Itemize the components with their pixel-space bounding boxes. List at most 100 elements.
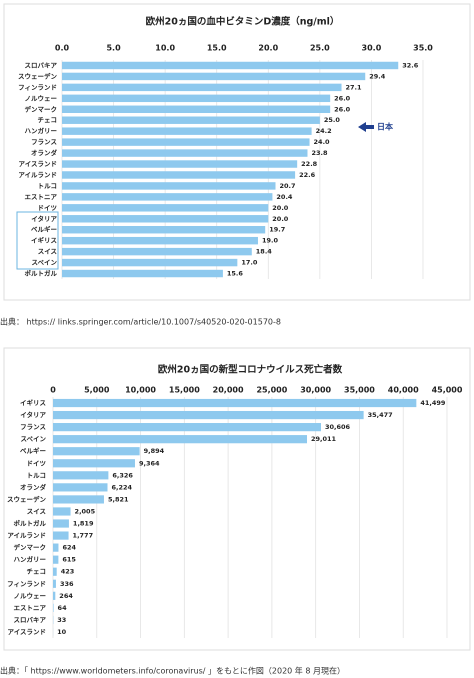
category-label: エストニア [14, 604, 47, 612]
bar [62, 94, 331, 103]
category-label: スペイン [31, 259, 57, 267]
category-label: イタリア [31, 214, 57, 223]
category-label: デンマーク [25, 104, 58, 113]
value-label: 15.6 [227, 270, 244, 278]
category-label: スイス [38, 248, 57, 256]
bar [62, 105, 331, 113]
category-label: ハンガリー [25, 126, 58, 135]
value-label: 29.4 [369, 72, 386, 80]
value-label: 18.4 [256, 248, 273, 256]
category-label: フィンランド [18, 83, 57, 91]
x-tick-label: 30,000 [300, 386, 331, 395]
x-tick-label: 0.0 [55, 44, 70, 53]
value-label: 2,005 [75, 507, 96, 515]
x-tick-label: 5.0 [106, 44, 121, 53]
bar [53, 410, 364, 420]
highlight-box [16, 211, 59, 270]
bar [62, 236, 258, 245]
value-label: 423 [61, 568, 75, 576]
value-label: 22.6 [299, 171, 316, 179]
category-label: ハンガリー [14, 555, 47, 564]
category-label: ベルギー [31, 225, 57, 234]
bar [53, 435, 308, 444]
bar [62, 72, 366, 81]
bar [62, 226, 266, 234]
value-label: 9,364 [139, 459, 160, 467]
category-label: スペイン [20, 435, 46, 443]
x-tick-label: 35,000 [344, 386, 375, 395]
bar [62, 215, 269, 223]
category-label: ドイツ [38, 204, 58, 212]
value-label: 30,606 [325, 423, 351, 431]
category-label: エストニア [25, 193, 58, 201]
x-tick-label: 45,000 [432, 386, 463, 395]
value-label: 17.0 [241, 259, 258, 267]
source-note: 出典： https:// links.springer.com/article/… [0, 317, 281, 327]
category-label: ドイツ [27, 459, 47, 467]
annotation: 日本 [377, 122, 393, 132]
category-label: ベルギー [20, 446, 46, 455]
category-label: イギリス [31, 236, 57, 245]
value-label: 19.7 [269, 226, 285, 234]
bar [53, 447, 140, 456]
bar [53, 471, 109, 480]
value-label: 26.0 [334, 105, 351, 113]
value-label: 33 [57, 616, 66, 624]
value-label: 23.8 [311, 149, 328, 157]
value-label: 615 [62, 556, 76, 564]
value-label: 29,011 [311, 435, 337, 443]
x-tick-label: 20.0 [258, 44, 278, 53]
bar [62, 269, 223, 278]
value-label: 32.6 [402, 61, 419, 69]
value-label: 19.0 [262, 237, 279, 245]
chart-title: 欧州20ヵ国の血中ビタミンD濃度（ng/ml） [146, 16, 340, 28]
bar [53, 507, 71, 516]
category-label: オランダ [20, 482, 47, 491]
bar [53, 519, 69, 528]
value-label: 20.0 [272, 204, 289, 212]
x-tick-label: 0 [50, 386, 56, 395]
bar [62, 138, 310, 146]
category-label: ポルトガル [25, 269, 58, 278]
value-label: 5,821 [108, 495, 129, 503]
category-label: トルコ [38, 182, 57, 190]
bar [53, 591, 56, 600]
category-label: ポルトガル [14, 519, 47, 528]
category-label: スウェーデン [7, 494, 47, 503]
bar [62, 171, 296, 179]
category-label: デンマーク [14, 543, 47, 552]
x-tick-label: 40,000 [388, 386, 419, 395]
x-tick-label: 15,000 [169, 386, 200, 395]
category-label: スロバキア [25, 61, 58, 69]
x-tick-label: 35.0 [413, 44, 433, 53]
bar [62, 247, 252, 256]
value-label: 64 [58, 604, 68, 612]
value-label: 22.8 [301, 160, 318, 168]
value-label: 6,224 [111, 483, 132, 491]
bar [62, 258, 238, 267]
value-label: 6,326 [112, 471, 133, 479]
category-label: フランス [20, 423, 46, 431]
x-tick-label: 10,000 [125, 386, 156, 395]
bar [62, 149, 308, 157]
bar [53, 579, 56, 588]
value-label: 25.0 [324, 116, 341, 124]
value-label: 20.4 [276, 193, 293, 201]
value-label: 26.0 [334, 94, 351, 102]
bar [62, 83, 342, 92]
bar [62, 127, 312, 135]
value-label: 9,894 [144, 447, 165, 455]
category-label: スロバキア [14, 616, 47, 624]
category-label: スウェーデン [18, 71, 58, 80]
category-label: フィンランド [7, 580, 46, 588]
x-tick-label: 15.0 [207, 44, 227, 53]
x-tick-label: 10.0 [155, 44, 175, 53]
category-label: フランス [31, 138, 57, 146]
annotation-arrow [358, 122, 374, 132]
x-tick-label: 5,000 [84, 386, 110, 395]
category-label: オランダ [31, 148, 58, 157]
bar [62, 160, 298, 168]
bar [53, 459, 135, 468]
value-label: 27.1 [346, 83, 363, 91]
bar [62, 182, 276, 190]
